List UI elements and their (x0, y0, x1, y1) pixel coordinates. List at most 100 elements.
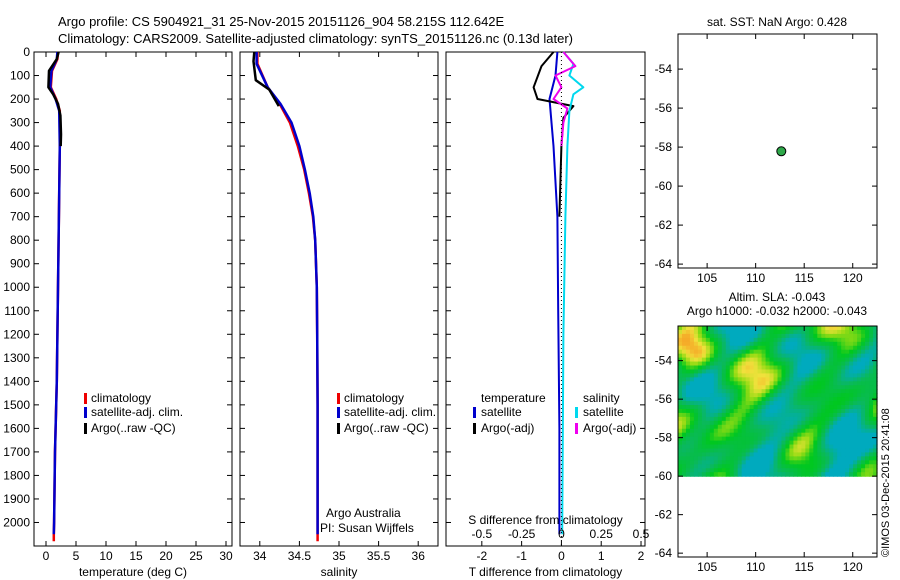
heatmap-cell (713, 456, 719, 461)
heatmap-cell (678, 420, 683, 426)
heatmap-cell (865, 432, 870, 438)
heatmap-cell (765, 361, 771, 367)
heatmap-cell (761, 436, 767, 442)
heatmap-cell (725, 464, 731, 469)
heatmap-cell (757, 416, 763, 422)
heatmap-cell (725, 428, 731, 434)
heatmap-cell (749, 460, 755, 465)
heatmap-cell (697, 373, 703, 378)
heatmap-cell (833, 401, 838, 406)
heatmap-cell (721, 464, 727, 469)
heatmap-cell (693, 333, 699, 339)
heatmap-cell (721, 436, 727, 442)
heatmap-cell (833, 341, 838, 347)
heatmap-cell (821, 464, 826, 469)
heatmap-cell (841, 326, 846, 331)
heatmap-cell (797, 436, 802, 442)
heatmap-cell (713, 381, 719, 386)
y-tick-label: -56 (655, 101, 673, 115)
heatmap-cell (765, 452, 771, 457)
heatmap-cell (777, 373, 783, 378)
y-tick-label: -62 (655, 508, 673, 522)
heatmap-cell (753, 329, 759, 335)
heatmap-cell (733, 448, 739, 454)
heatmap-cell (745, 333, 751, 339)
heatmap-cell (813, 428, 818, 434)
heatmap-cell (845, 428, 850, 434)
heatmap-cell (817, 373, 822, 378)
heatmap-cell (737, 349, 743, 355)
heatmap-cell (845, 416, 850, 422)
heatmap-cell (701, 428, 707, 434)
heatmap-cell (861, 420, 866, 426)
heatmap-cell (833, 349, 838, 355)
heatmap-cell (765, 389, 771, 394)
heatmap-cell (821, 357, 826, 363)
heatmap-cell (757, 385, 763, 390)
heatmap-cell (773, 361, 779, 367)
heatmap-cell (745, 385, 751, 390)
heatmap-cell (829, 436, 834, 442)
heatmap-cell (861, 428, 866, 434)
heatmap-cell (721, 424, 727, 430)
heatmap-cell (717, 448, 723, 454)
heatmap-cell (713, 353, 719, 359)
heatmap-cell (705, 397, 711, 402)
heatmap-cell (873, 452, 878, 457)
heatmap-cell (865, 460, 870, 465)
heatmap-cell (817, 440, 822, 446)
heatmap-cell (781, 373, 787, 378)
series-line-1 (48, 51, 62, 535)
heatmap-cell (781, 353, 787, 359)
heatmap-cell (869, 448, 874, 454)
heatmap-cell (781, 329, 787, 335)
heatmap-cell (845, 385, 850, 390)
heatmap-cell (757, 452, 763, 457)
heatmap-cell (729, 456, 735, 461)
heatmap-cell (793, 405, 798, 410)
heatmap-cell (777, 460, 783, 465)
heatmap-cell (681, 448, 687, 454)
legend-label-2: Argo(..raw -QC) (344, 421, 429, 435)
heatmap-cell (849, 444, 854, 450)
heatmap-cell (821, 401, 826, 406)
heatmap-cell (853, 405, 858, 410)
heatmap-cell (813, 381, 818, 386)
heatmap-cell (829, 452, 834, 457)
heatmap-cell (678, 365, 683, 371)
heatmap-cell (837, 397, 842, 402)
heatmap-cell (761, 329, 767, 335)
heatmap-cell (721, 341, 727, 347)
legend-label-2: satellite (583, 405, 624, 419)
heatmap-cell (833, 337, 838, 343)
heatmap-cell (745, 456, 751, 461)
heatmap-cell (853, 345, 858, 351)
heatmap-cell (773, 349, 779, 355)
map-title: sat. SST: NaN Argo: 0.428 (707, 15, 847, 29)
heatmap-cell (801, 389, 806, 394)
heatmap-cell (689, 428, 695, 434)
heatmap-cell (817, 452, 822, 457)
heatmap-cell (849, 353, 854, 359)
heatmap-cell (785, 472, 791, 477)
y-tick-label: 1800 (3, 468, 30, 482)
heatmap-cell (777, 329, 783, 335)
heatmap-cell (801, 416, 806, 422)
heatmap-cell (869, 472, 874, 477)
heatmap-cell (837, 365, 842, 371)
heatmap-cell (829, 385, 834, 390)
heatmap-cell (865, 341, 870, 347)
heatmap-cell (713, 377, 719, 382)
heatmap-cell (861, 397, 866, 402)
heatmap-cell (713, 361, 719, 367)
heatmap-cell (801, 432, 806, 438)
heatmap-cell (693, 353, 699, 359)
heatmap-cell (709, 357, 715, 363)
heatmap-cell (757, 349, 763, 355)
heatmap-cell (729, 468, 735, 473)
heatmap-cell (841, 373, 846, 378)
heatmap-cell (813, 436, 818, 442)
heatmap-cell (753, 353, 759, 359)
heatmap-cell (721, 353, 727, 359)
heatmap-cell (701, 448, 707, 454)
